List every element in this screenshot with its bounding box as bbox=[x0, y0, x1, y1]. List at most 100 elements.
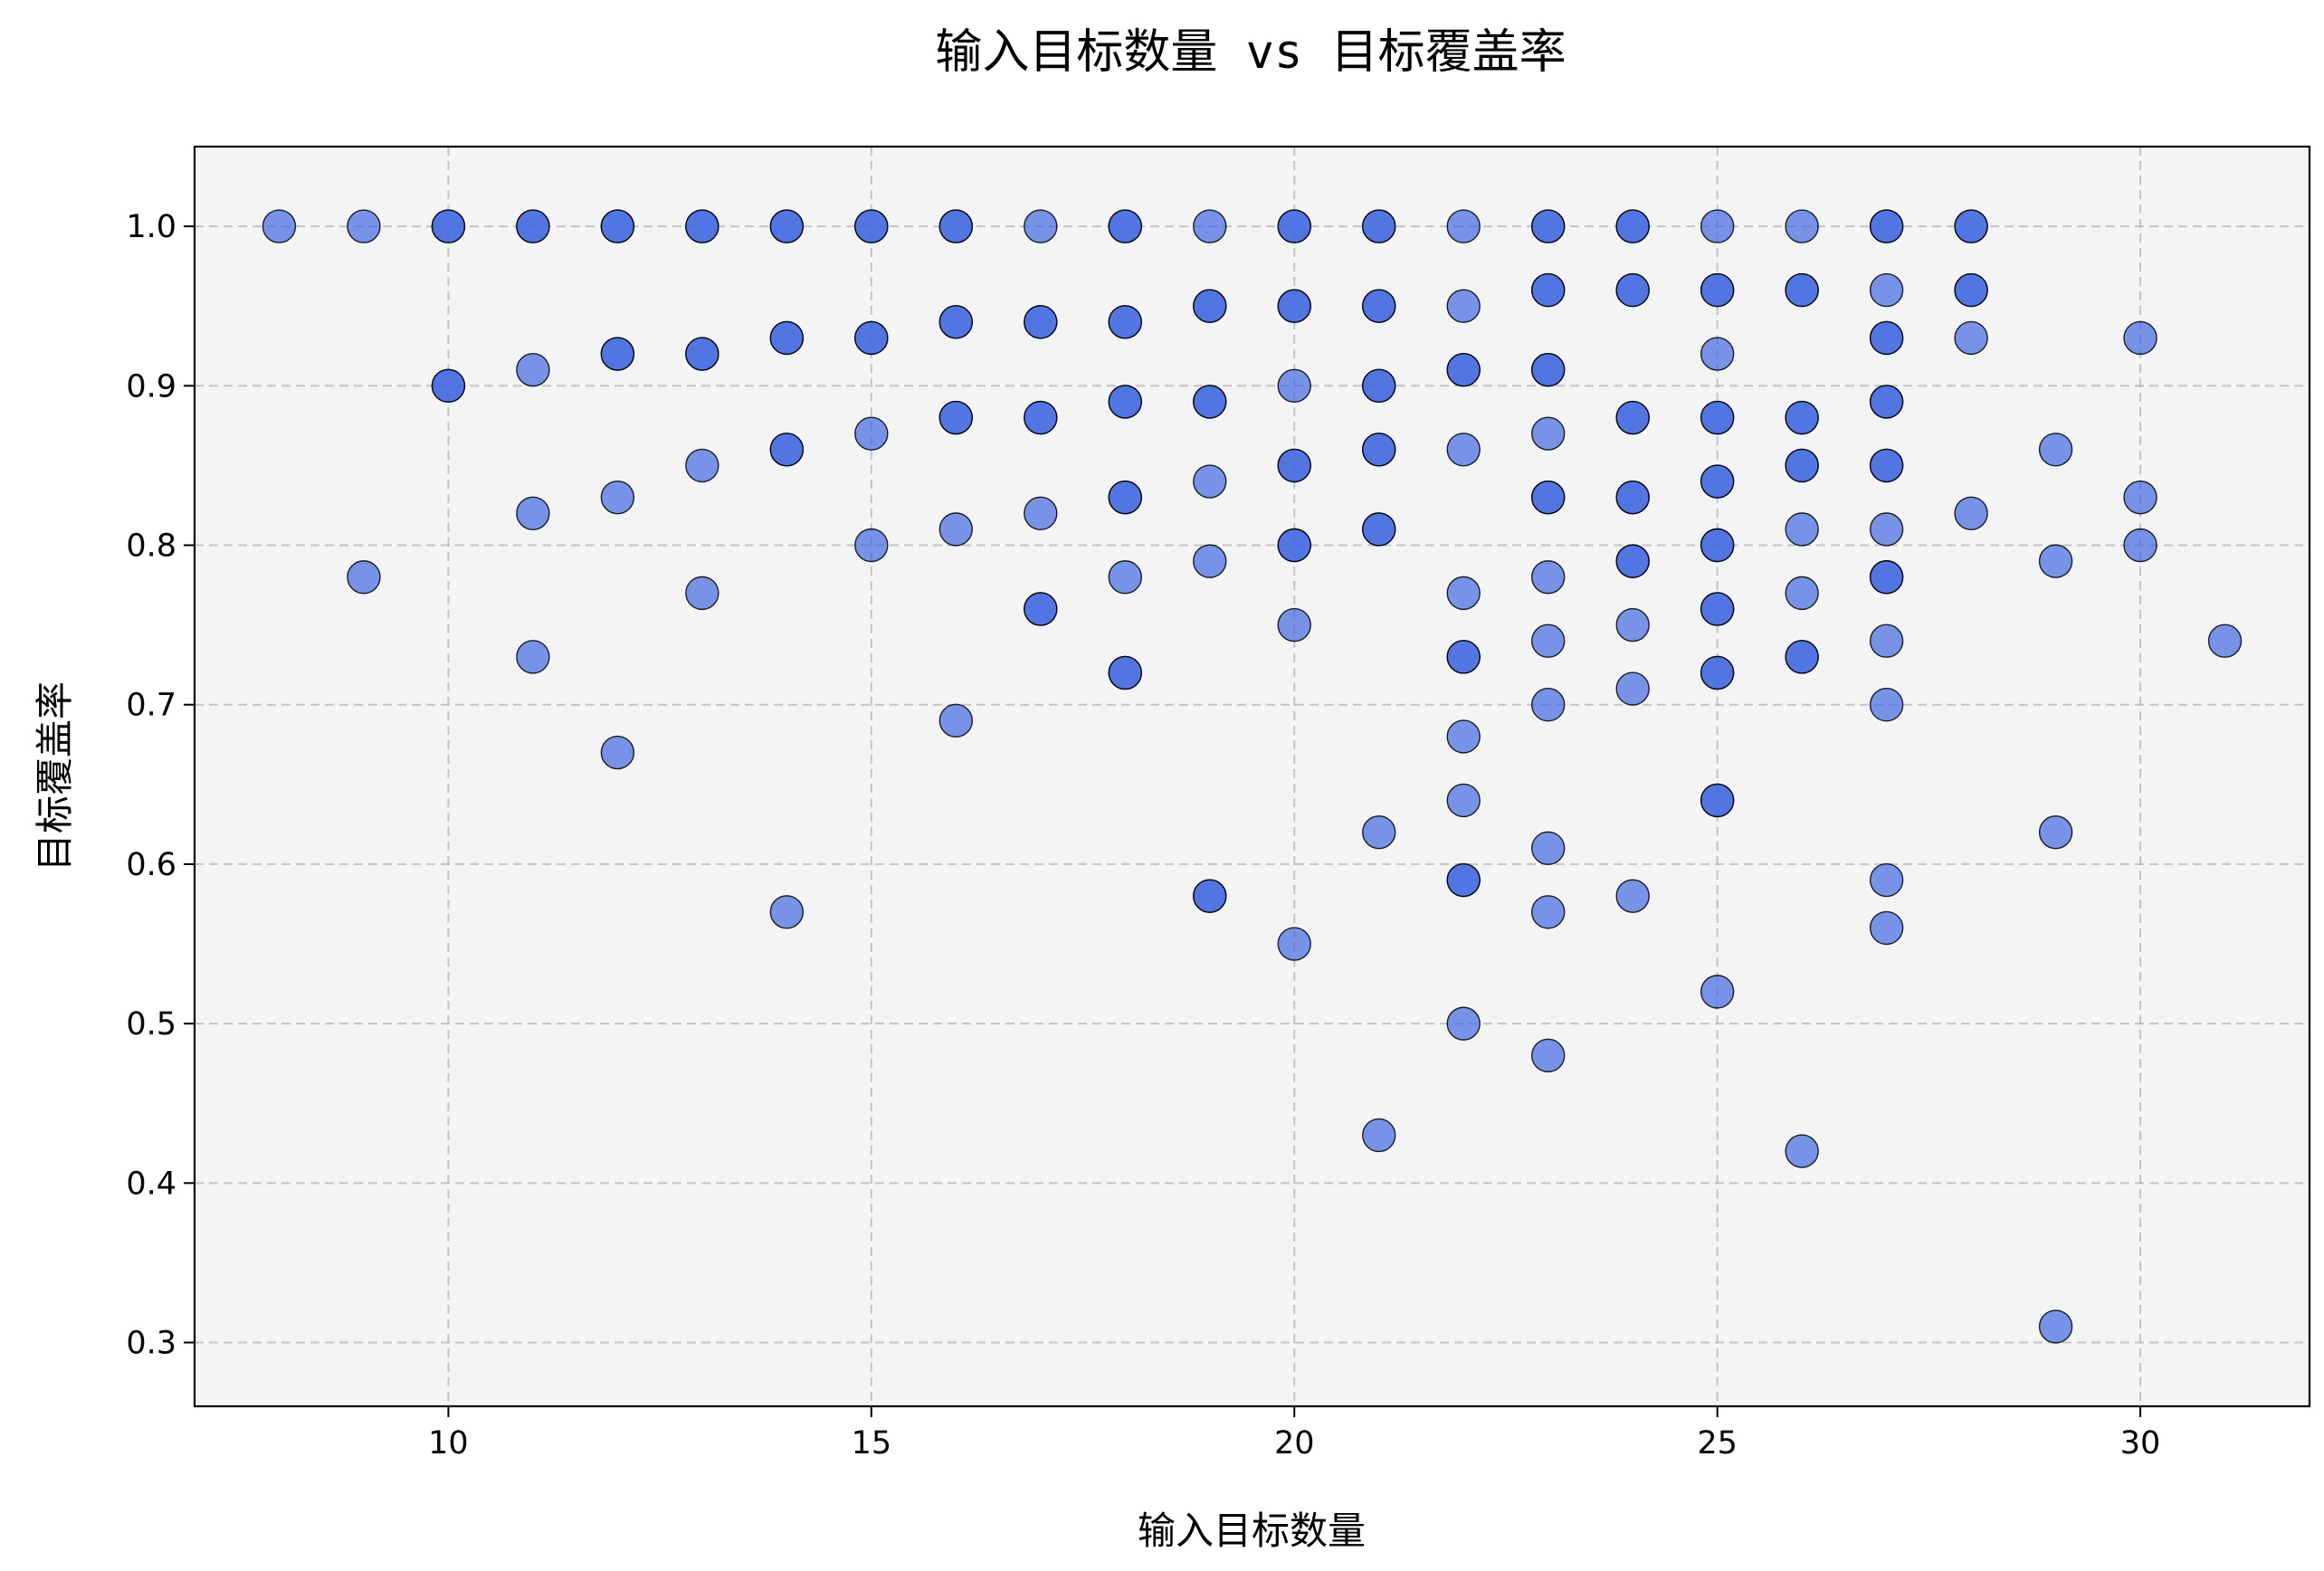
scatter-point bbox=[1193, 209, 1227, 243]
scatter-point bbox=[1446, 576, 1481, 611]
scatter-point bbox=[769, 320, 805, 356]
scatter-point bbox=[1530, 416, 1566, 451]
scatter-point bbox=[1362, 209, 1396, 243]
scatter-point bbox=[1108, 209, 1142, 243]
scatter-point bbox=[1193, 464, 1227, 499]
scatter-point bbox=[1530, 352, 1566, 387]
scatter-point bbox=[2038, 1309, 2073, 1344]
scatter-point bbox=[1615, 671, 1650, 706]
y-tick-label: 1.0 bbox=[126, 209, 176, 245]
plot-frame bbox=[193, 145, 2311, 1408]
scatter-point bbox=[938, 703, 974, 738]
scatter-point bbox=[1362, 512, 1396, 547]
scatter-point bbox=[1446, 289, 1481, 323]
scatter-point bbox=[1530, 1038, 1566, 1073]
scatter-point bbox=[1193, 289, 1227, 323]
scatter-point bbox=[1024, 305, 1058, 339]
scatter-point bbox=[1024, 592, 1058, 626]
y-tick-label: 0.9 bbox=[126, 368, 176, 405]
scatter-point bbox=[1108, 305, 1142, 339]
scatter-point bbox=[1446, 1006, 1481, 1041]
scatter-point bbox=[854, 528, 889, 563]
scatter-point bbox=[1615, 400, 1650, 435]
scatter-point bbox=[1277, 368, 1311, 404]
scatter-point bbox=[516, 352, 550, 387]
scatter-point bbox=[1530, 831, 1566, 865]
scatter-point bbox=[769, 209, 805, 243]
scatter-point bbox=[1277, 927, 1311, 961]
x-tick-label: 25 bbox=[1697, 1425, 1738, 1462]
scatter-point bbox=[1615, 480, 1650, 515]
scatter-point bbox=[1700, 272, 1735, 308]
x-tick-label: 15 bbox=[852, 1425, 892, 1462]
y-tick-label: 0.6 bbox=[126, 847, 176, 883]
scatter-point bbox=[1362, 368, 1396, 404]
scatter-point bbox=[1869, 688, 1904, 722]
scatter-point bbox=[1954, 209, 1988, 243]
scatter-point bbox=[1446, 640, 1481, 674]
x-axis-label: 输入目标数量 bbox=[1138, 1509, 1366, 1553]
scatter-point bbox=[1785, 448, 1819, 483]
scatter-point bbox=[431, 368, 466, 404]
scatter-point bbox=[1954, 320, 1988, 356]
scatter-point bbox=[1700, 592, 1735, 626]
scatter-point bbox=[1446, 209, 1481, 243]
scatter-point bbox=[1108, 655, 1142, 690]
scatter-point bbox=[938, 209, 974, 243]
scatter-point bbox=[2123, 528, 2157, 563]
scatter-point bbox=[685, 209, 719, 243]
y-tick-label: 0.4 bbox=[126, 1166, 176, 1202]
scatter-point bbox=[347, 560, 381, 595]
y-tick-label: 0.7 bbox=[126, 688, 176, 724]
scatter-point bbox=[685, 448, 719, 483]
x-tick-label: 10 bbox=[428, 1425, 469, 1462]
scatter-point bbox=[516, 209, 550, 243]
scatter-point bbox=[1108, 560, 1142, 595]
y-tick-label: 0.8 bbox=[126, 528, 176, 565]
y-tick-label: 0.5 bbox=[126, 1006, 176, 1043]
scatter-point bbox=[600, 735, 635, 770]
scatter-point bbox=[1024, 496, 1058, 530]
scatter-point bbox=[1277, 448, 1311, 483]
scatter-point bbox=[1530, 624, 1566, 658]
scatter-point bbox=[1785, 1134, 1819, 1168]
scatter-point bbox=[1700, 655, 1735, 690]
scatter-point bbox=[1785, 576, 1819, 611]
scatter-point bbox=[854, 320, 889, 356]
scatter-point bbox=[854, 209, 889, 243]
scatter-point bbox=[1277, 289, 1311, 323]
scatter-point bbox=[1446, 783, 1481, 818]
scatter-point bbox=[1869, 512, 1904, 547]
scatter-point bbox=[1362, 433, 1396, 467]
scatter-point bbox=[938, 400, 974, 435]
scatter-point bbox=[516, 640, 550, 674]
scatter-point bbox=[1446, 433, 1481, 467]
scatter-point bbox=[1615, 209, 1650, 243]
scatter-point bbox=[1277, 528, 1311, 563]
scatter-point bbox=[1530, 480, 1566, 515]
scatter-point bbox=[1277, 607, 1311, 643]
scatter-point bbox=[1785, 400, 1819, 435]
scatter-point bbox=[600, 337, 635, 371]
scatter-point bbox=[1869, 320, 1904, 356]
scatter-point bbox=[1785, 272, 1819, 308]
scatter-point bbox=[685, 576, 719, 611]
scatter-point bbox=[1362, 814, 1396, 850]
scatter-point bbox=[1615, 607, 1650, 643]
scatter-point bbox=[1700, 975, 1735, 1009]
scatter-point bbox=[2123, 320, 2157, 356]
scatter-point bbox=[2038, 814, 2073, 850]
scatter-point bbox=[262, 209, 297, 243]
scatter-point bbox=[1362, 1118, 1396, 1153]
scatter-point bbox=[1700, 400, 1735, 435]
scatter-point bbox=[2038, 544, 2073, 578]
scatter-point bbox=[516, 496, 550, 530]
y-axis-label: 目标覆盖率 bbox=[33, 681, 77, 871]
chart-title: 输入目标数量 vs 目标覆盖率 bbox=[935, 25, 1566, 80]
x-tick-label: 20 bbox=[1274, 1425, 1315, 1462]
scatter-point bbox=[1954, 272, 1988, 308]
scatter-point bbox=[1530, 688, 1566, 722]
scatter-point bbox=[1446, 352, 1481, 387]
scatter-point bbox=[1615, 272, 1650, 308]
scatter-point bbox=[1785, 209, 1819, 243]
